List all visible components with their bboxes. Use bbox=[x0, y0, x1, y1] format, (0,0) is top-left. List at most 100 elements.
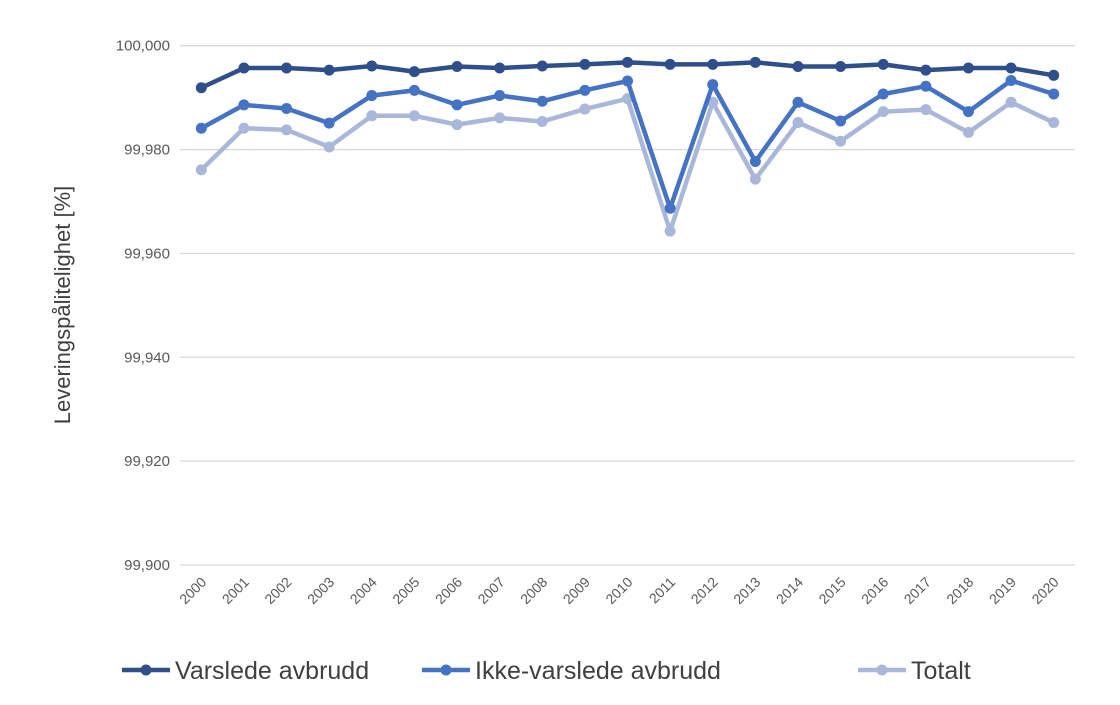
legend-label: Varslede avbrudd bbox=[175, 657, 369, 685]
y-tick-label: 99,960 bbox=[124, 245, 170, 262]
data-point bbox=[494, 62, 506, 74]
data-point bbox=[238, 122, 250, 134]
series-1 bbox=[195, 74, 1060, 214]
data-point bbox=[1005, 62, 1017, 74]
data-point bbox=[707, 96, 719, 108]
data-point bbox=[749, 56, 761, 68]
x-tick-label: 2007 bbox=[474, 574, 507, 607]
data-point bbox=[238, 62, 250, 74]
data-point bbox=[835, 60, 847, 72]
data-point bbox=[1005, 96, 1017, 108]
data-point bbox=[749, 173, 761, 185]
x-tick-label: 2006 bbox=[432, 574, 465, 607]
data-point bbox=[536, 95, 548, 107]
data-point bbox=[195, 122, 207, 134]
data-point bbox=[1048, 69, 1060, 81]
x-tick-label: 2005 bbox=[389, 574, 422, 607]
data-point bbox=[323, 64, 335, 76]
series-0 bbox=[195, 56, 1060, 94]
data-point bbox=[877, 58, 889, 70]
x-tick-label: 2015 bbox=[815, 574, 848, 607]
data-point bbox=[792, 117, 804, 129]
y-axis-title: Leveringspålitelighet [%] bbox=[50, 186, 75, 424]
data-point bbox=[408, 66, 420, 78]
data-point bbox=[281, 124, 293, 136]
data-point bbox=[622, 75, 633, 87]
x-tick-label: 2004 bbox=[347, 574, 380, 607]
data-point bbox=[323, 141, 335, 153]
data-point bbox=[622, 56, 633, 68]
data-point bbox=[1005, 74, 1017, 86]
x-tick-label: 2019 bbox=[986, 574, 1019, 607]
legend-item: Varslede avbrudd bbox=[122, 657, 369, 685]
x-tick-label: 2011 bbox=[646, 574, 679, 607]
data-point bbox=[962, 126, 974, 138]
data-point bbox=[408, 84, 420, 96]
legend-label: Totalt bbox=[911, 657, 971, 685]
data-point bbox=[877, 106, 889, 118]
data-point bbox=[494, 112, 506, 124]
data-point bbox=[664, 58, 676, 70]
data-point bbox=[835, 115, 847, 127]
y-tick-label: 100,000 bbox=[116, 38, 170, 55]
data-point bbox=[195, 164, 207, 176]
legend-marker bbox=[140, 664, 152, 676]
data-point bbox=[1048, 117, 1060, 129]
data-point bbox=[366, 90, 378, 102]
legend: Varslede avbrudd Ikke-varslede avbrudd Tot… bbox=[122, 657, 971, 685]
y-axis-ticks: 99,900 99,920 99,940 99,960 99,980 100,000 bbox=[116, 38, 170, 574]
data-point bbox=[664, 202, 676, 214]
data-point bbox=[579, 84, 591, 96]
data-point bbox=[920, 104, 932, 116]
data-point bbox=[835, 135, 847, 147]
data-point bbox=[579, 58, 591, 70]
x-tick-label: 2017 bbox=[901, 574, 934, 607]
data-point bbox=[323, 117, 335, 129]
legend-label: Ikke-varslede avbrudd bbox=[475, 657, 721, 685]
data-point bbox=[366, 60, 378, 72]
x-tick-label: 2002 bbox=[261, 574, 294, 607]
data-point bbox=[962, 62, 974, 74]
data-point bbox=[877, 88, 889, 100]
x-tick-label: 2014 bbox=[773, 574, 806, 607]
data-point bbox=[494, 90, 506, 102]
y-tick-label: 99,920 bbox=[124, 453, 170, 470]
data-point bbox=[579, 103, 591, 115]
data-point bbox=[962, 106, 974, 118]
data-point bbox=[792, 96, 804, 108]
x-tick-label: 2020 bbox=[1028, 574, 1061, 607]
x-axis-ticks: 2000 2001 2002 2003 2004 2005 2006 2007 2008 2009… bbox=[176, 574, 1062, 607]
data-point bbox=[536, 116, 548, 128]
x-tick-label: 2001 bbox=[219, 574, 252, 607]
series-2 bbox=[195, 93, 1060, 237]
data-point bbox=[707, 79, 719, 91]
data-point bbox=[451, 99, 463, 111]
y-tick-label: 99,940 bbox=[124, 349, 170, 366]
data-point bbox=[920, 80, 932, 92]
legend-marker bbox=[440, 664, 452, 676]
data-point bbox=[1048, 88, 1060, 100]
data-point bbox=[920, 64, 932, 76]
data-point bbox=[536, 60, 548, 72]
data-point bbox=[451, 119, 463, 131]
data-point bbox=[749, 156, 761, 168]
data-point bbox=[707, 58, 719, 70]
x-tick-label: 2016 bbox=[858, 574, 891, 607]
x-tick-label: 2012 bbox=[688, 574, 721, 607]
y-tick-label: 99,900 bbox=[124, 557, 170, 574]
legend-item: Ikke-varslede avbrudd bbox=[422, 657, 721, 685]
x-tick-label: 2010 bbox=[602, 574, 635, 607]
data-point bbox=[281, 62, 293, 74]
data-point bbox=[792, 60, 804, 72]
data-point bbox=[195, 82, 207, 94]
data-point bbox=[238, 99, 250, 111]
x-tick-label: 2009 bbox=[560, 574, 593, 607]
data-point bbox=[366, 110, 378, 122]
data-point bbox=[408, 110, 420, 122]
legend-item: Totalt bbox=[858, 657, 971, 685]
legend-marker bbox=[876, 664, 888, 676]
series bbox=[195, 56, 1060, 237]
x-tick-label: 2008 bbox=[517, 574, 550, 607]
x-tick-label: 2003 bbox=[304, 574, 337, 607]
